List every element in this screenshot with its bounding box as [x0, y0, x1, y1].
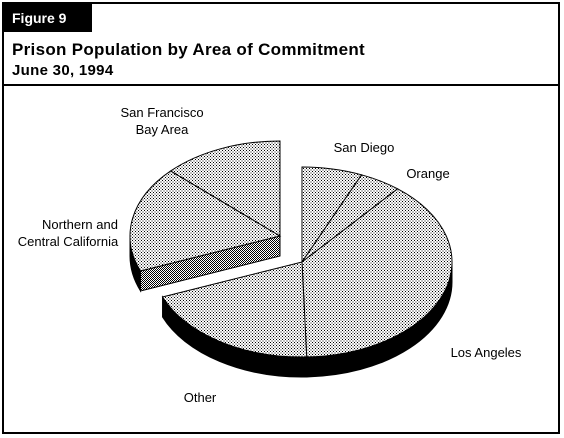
title-divider: [4, 84, 558, 86]
label-san-diego: San Diego: [334, 140, 395, 155]
label-sf-bay-area-line1: San Francisco: [120, 105, 203, 120]
pie-slice-northern-and-central-california: [129, 170, 282, 272]
figure-label: Figure 9: [4, 4, 92, 32]
chart-subtitle: June 30, 1994: [12, 62, 114, 79]
label-los-angeles: Los Angeles: [451, 345, 522, 360]
label-northern-central-line1: Northern and: [42, 217, 118, 232]
label-sf-bay-area-line2: Bay Area: [136, 122, 190, 137]
pie-slice-san-francisco-bay-area: [169, 140, 281, 237]
pie-slice-other: [161, 261, 308, 358]
label-orange: Orange: [406, 166, 449, 181]
label-other: Other: [184, 390, 217, 405]
pie-slices: [129, 140, 453, 378]
chart-title: Prison Population by Area of Commitment: [12, 40, 365, 59]
label-northern-central-line2: Central California: [18, 234, 119, 249]
pie-slice-los-angeles: [301, 188, 453, 358]
